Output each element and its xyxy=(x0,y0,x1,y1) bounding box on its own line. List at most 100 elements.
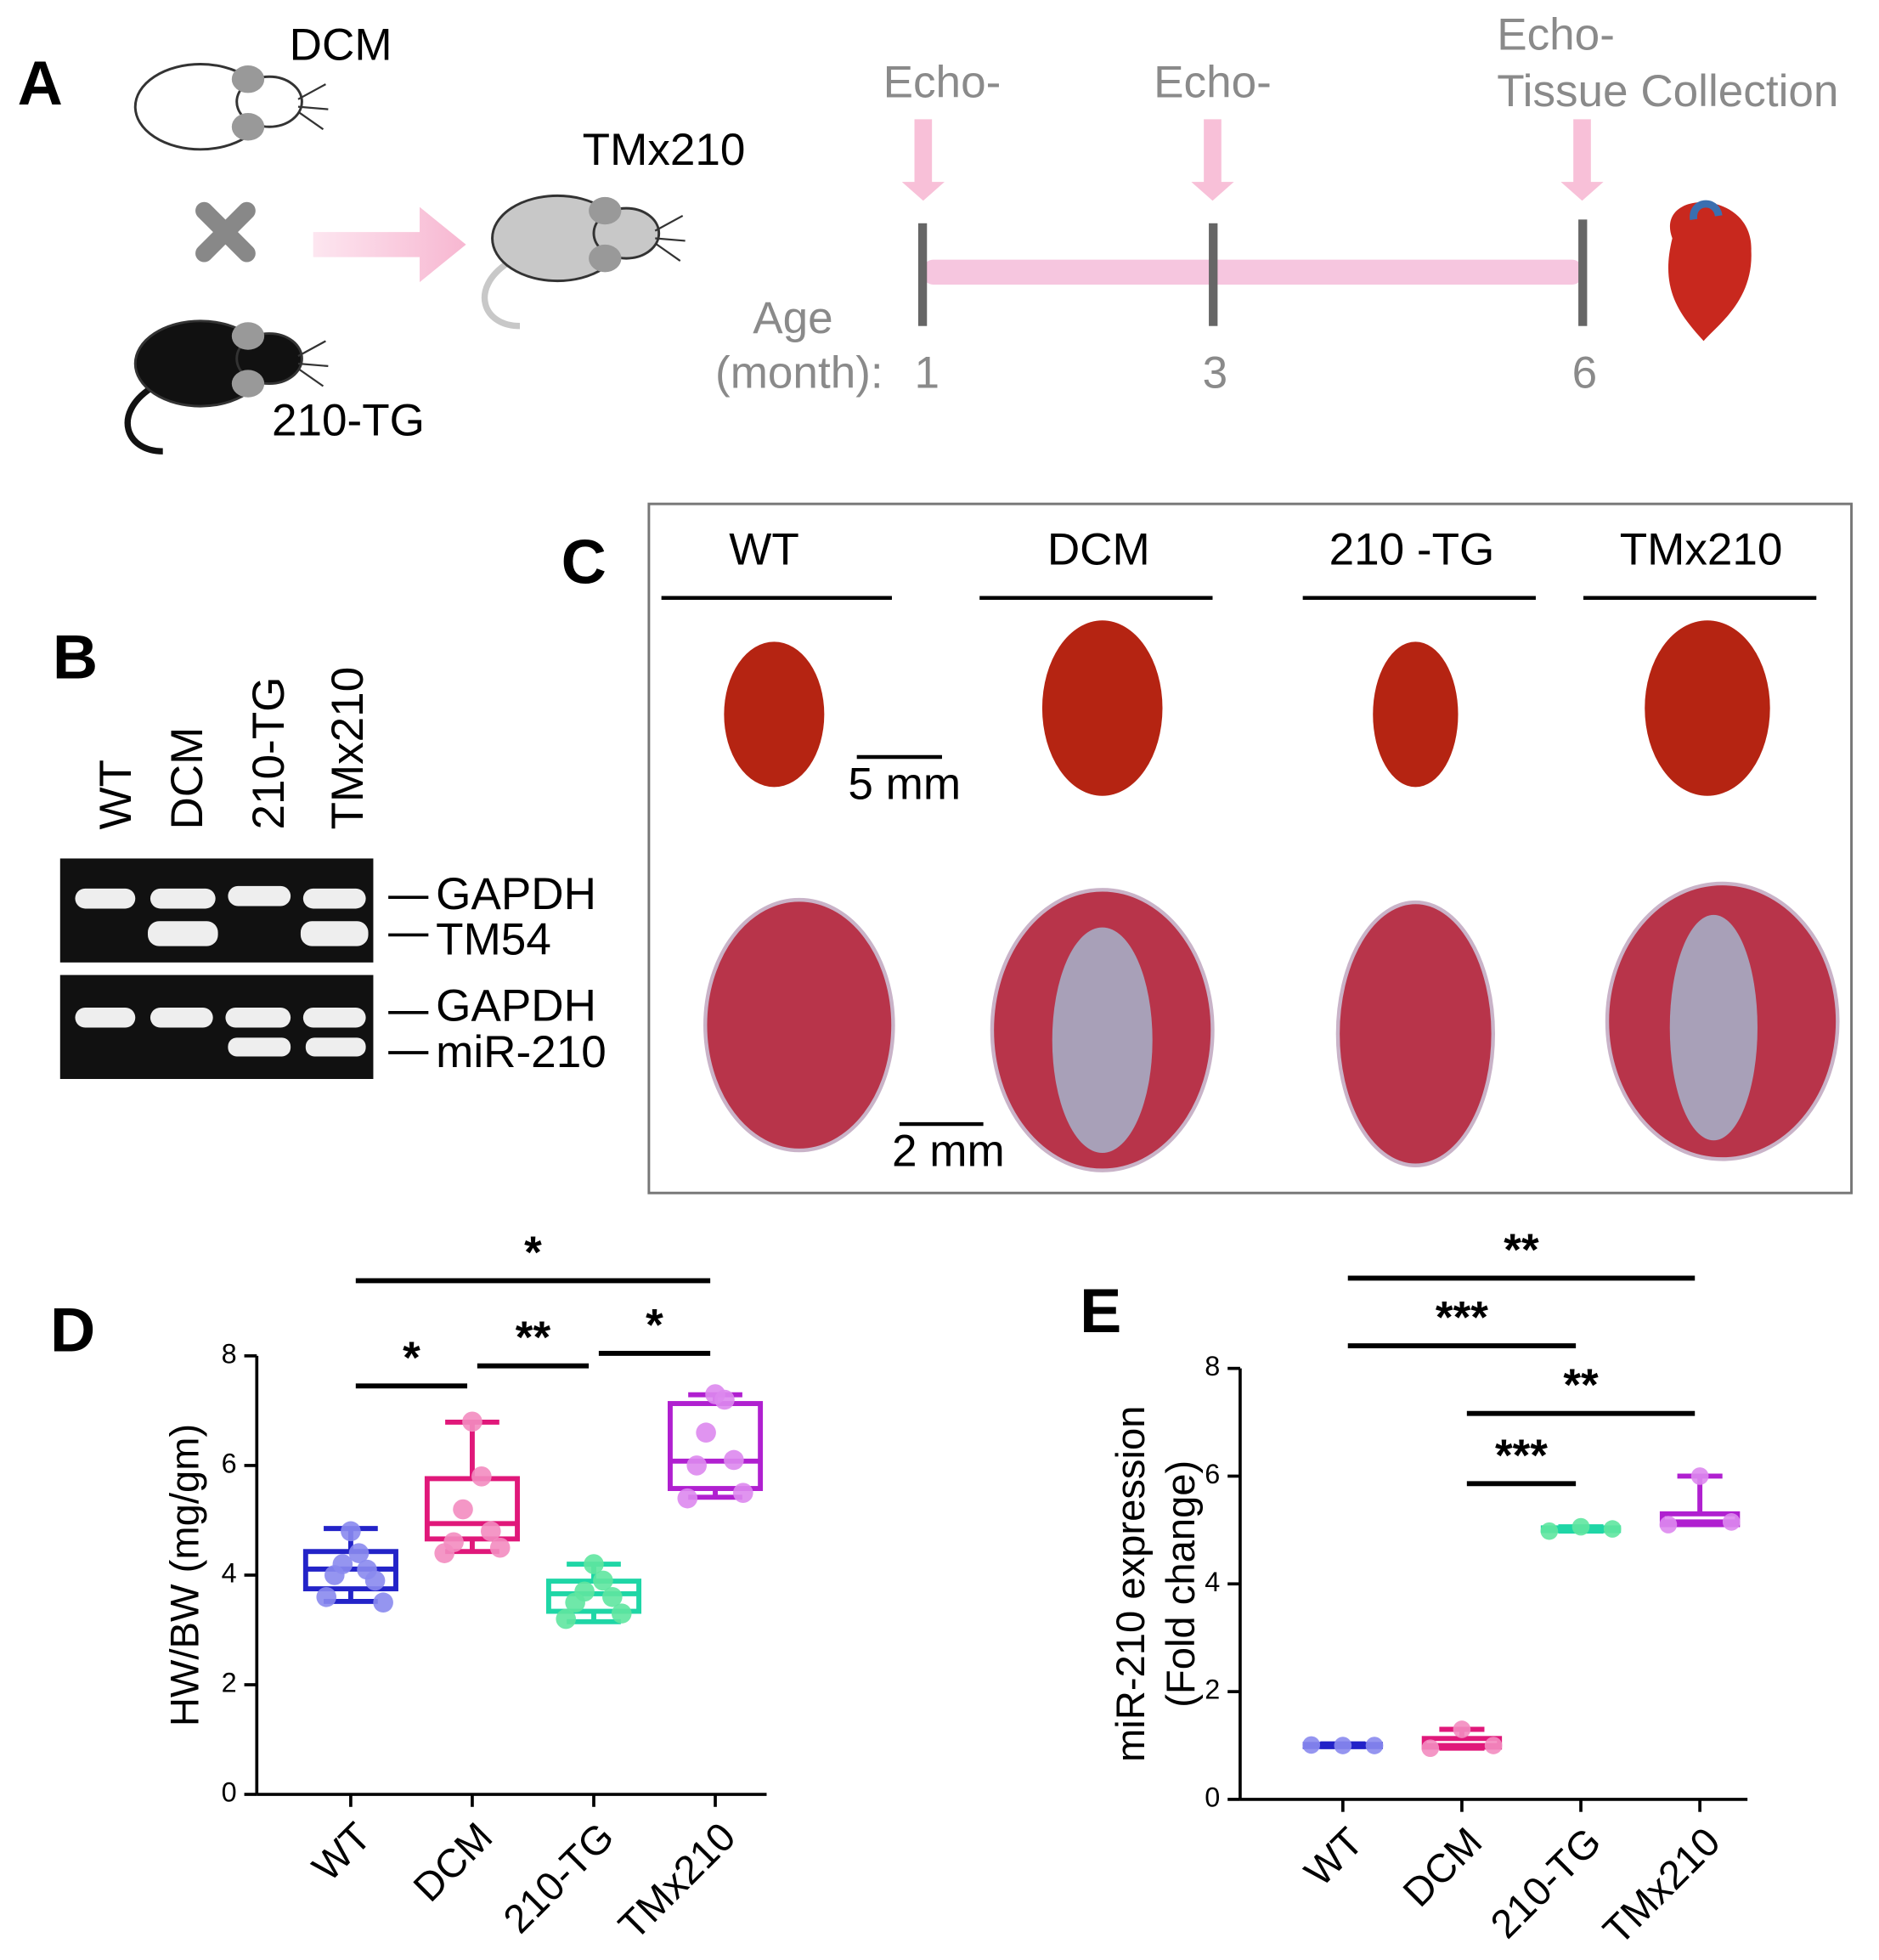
mouse-dcm xyxy=(127,65,328,195)
offspring-label: TMx210 xyxy=(583,125,746,175)
gel-bands xyxy=(75,885,369,1057)
y-tick-label: 0 xyxy=(1205,1782,1220,1812)
echo-arrow xyxy=(1560,119,1604,201)
cavity xyxy=(1669,914,1758,1141)
arrow xyxy=(313,206,466,283)
whole-hearts xyxy=(724,620,1770,796)
echo-label: Echo- xyxy=(883,58,1002,108)
timeline-tick xyxy=(1578,219,1588,326)
significance-label: * xyxy=(646,1300,663,1350)
echo-arrows xyxy=(901,119,1604,201)
data-point xyxy=(1690,1467,1709,1485)
panel-label: D xyxy=(50,1294,95,1364)
lane-label: WT xyxy=(91,760,141,830)
section-cavities xyxy=(1052,914,1758,1154)
band xyxy=(302,888,366,909)
box xyxy=(667,1401,764,1491)
whole-heart xyxy=(1373,641,1459,788)
parent-label: 210-TG xyxy=(272,396,425,446)
significance-label: ** xyxy=(516,1313,551,1363)
band xyxy=(225,1007,291,1028)
band xyxy=(300,921,369,946)
y-tick-label: 4 xyxy=(222,1558,237,1589)
data-point xyxy=(489,1537,511,1558)
band xyxy=(150,1007,213,1028)
data-point xyxy=(724,1449,744,1471)
data-point xyxy=(324,1565,345,1585)
data-point xyxy=(1302,1736,1321,1754)
y-tick-label: 0 xyxy=(222,1777,237,1808)
cavity xyxy=(1052,927,1153,1154)
y-tick-label: 2 xyxy=(1205,1675,1220,1705)
final-label: Tissue Collection xyxy=(1497,66,1838,116)
band xyxy=(148,921,218,946)
band xyxy=(228,1037,291,1057)
heart-section xyxy=(1335,900,1496,1167)
timeline-tick xyxy=(917,223,928,326)
significance-label: *** xyxy=(1436,1293,1488,1343)
timeline xyxy=(901,119,1604,326)
significance-label: ** xyxy=(1504,1225,1539,1275)
parent-label: DCM xyxy=(290,20,392,70)
x-tick-label: TMx210 xyxy=(610,1814,744,1948)
data-point xyxy=(602,1586,623,1607)
data-point xyxy=(1540,1522,1559,1540)
band xyxy=(75,888,136,909)
age-value: 6 xyxy=(1572,348,1598,398)
x-tick-label: 210-TG xyxy=(1481,1819,1610,1947)
y-tick-label: 4 xyxy=(1205,1567,1220,1597)
data-point xyxy=(471,1466,492,1487)
data-point xyxy=(316,1586,337,1607)
data-point xyxy=(733,1483,753,1503)
panel-label: A xyxy=(18,48,63,118)
data-point xyxy=(1453,1720,1471,1738)
x-tick-label: TMx210 xyxy=(1594,1819,1729,1953)
y-axis-label: miR-210 expression xyxy=(1108,1406,1153,1762)
x-tick-label: DCM xyxy=(1394,1819,1490,1915)
panel-label: B xyxy=(53,621,98,692)
age-label: (month): xyxy=(715,348,883,398)
y-tick-label: 6 xyxy=(222,1448,237,1478)
timeline-tick xyxy=(1209,223,1218,326)
group-label: 210 -TG xyxy=(1329,525,1495,575)
data-point xyxy=(364,1570,386,1591)
data-point xyxy=(1365,1737,1384,1754)
data-point xyxy=(696,1422,716,1443)
echo-label: Echo- xyxy=(1497,10,1615,60)
panel-label: E xyxy=(1080,1275,1121,1346)
y-tick-label: 8 xyxy=(1205,1351,1220,1381)
band xyxy=(302,1007,366,1028)
group-label: TMx210 xyxy=(1620,525,1783,575)
y-axis-label: HW/BW (mg/gm) xyxy=(162,1424,207,1726)
data-point xyxy=(373,1592,393,1613)
y-tick-label: 2 xyxy=(222,1668,237,1698)
band xyxy=(228,885,291,907)
echo-label: Echo- xyxy=(1154,58,1272,108)
band-label: miR-210 xyxy=(436,1027,607,1077)
data-point xyxy=(434,1543,454,1563)
data-point xyxy=(1421,1739,1440,1758)
data-point xyxy=(462,1411,482,1432)
data-point xyxy=(565,1592,585,1613)
y-tick-label: 6 xyxy=(1205,1459,1220,1489)
data-point xyxy=(1659,1516,1678,1534)
data-point xyxy=(453,1499,473,1520)
data-point xyxy=(584,1554,604,1574)
data-point xyxy=(677,1488,698,1509)
significance-label: ** xyxy=(1563,1360,1599,1410)
data-point xyxy=(341,1521,361,1542)
panel-label: C xyxy=(561,526,607,596)
cross-mark xyxy=(195,201,256,263)
band-label: GAPDH xyxy=(436,980,596,1031)
x-tick-label: WT xyxy=(1295,1819,1371,1895)
lane-label: TMx210 xyxy=(323,667,373,830)
significance-label: *** xyxy=(1495,1431,1548,1481)
whole-heart xyxy=(1041,620,1163,796)
scale-label: 5 mm xyxy=(848,759,961,809)
significance-label: * xyxy=(524,1228,542,1278)
band-label: TM54 xyxy=(436,914,551,964)
data-point xyxy=(1484,1737,1503,1754)
significance-label: * xyxy=(403,1333,420,1383)
